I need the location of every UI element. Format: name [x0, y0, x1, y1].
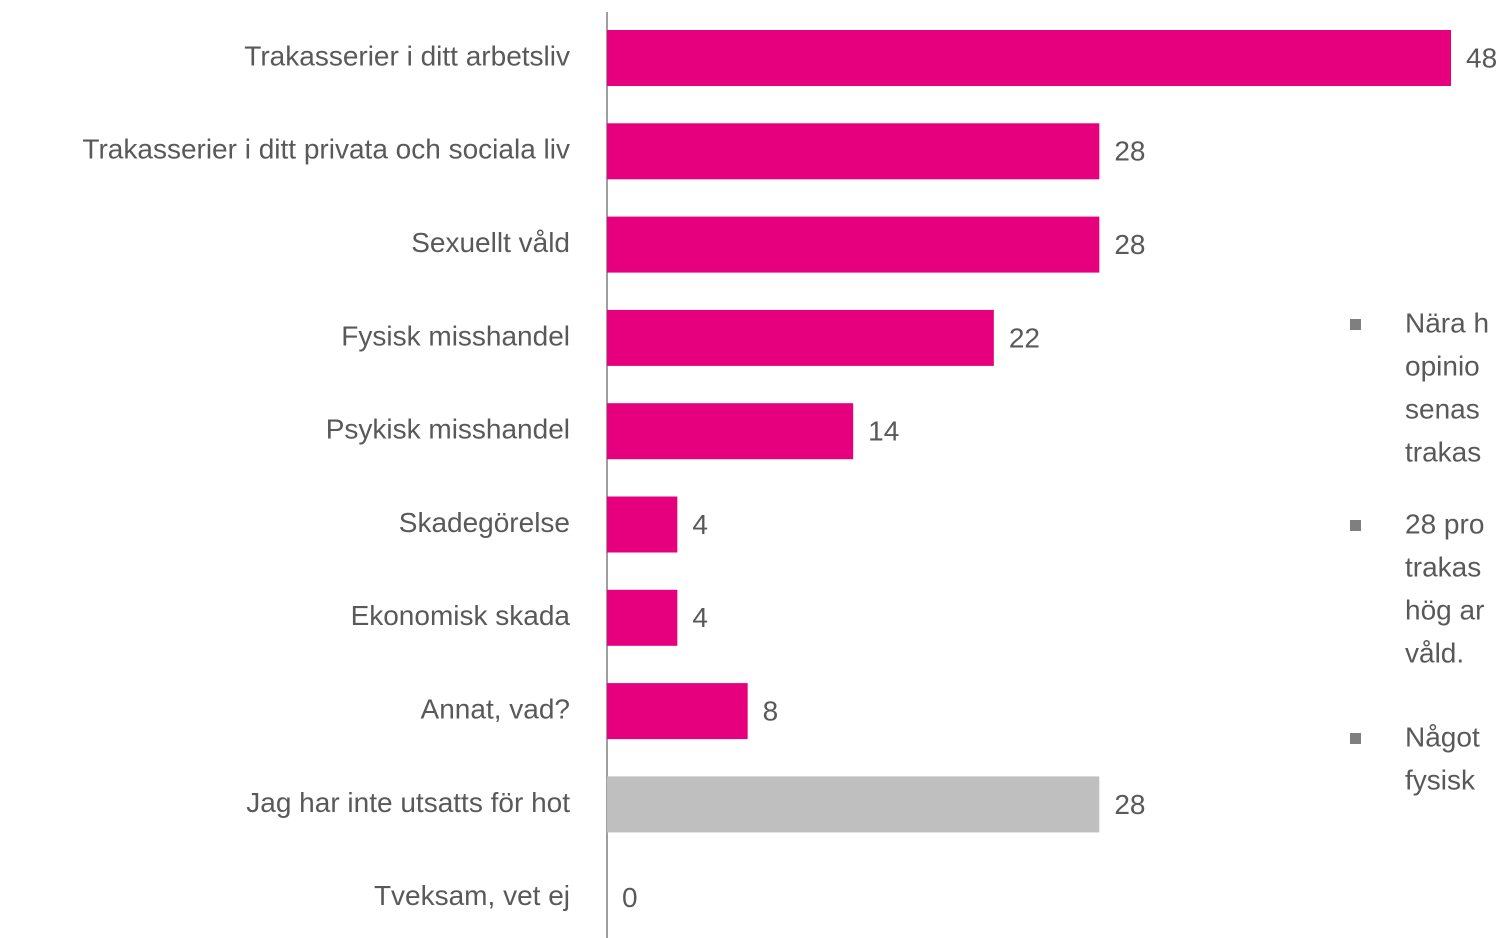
- value-label: 28: [1114, 229, 1145, 260]
- category-label: Tveksam, vet ej: [374, 880, 570, 911]
- annotation-line: Nära h: [1405, 307, 1489, 338]
- category-label: Sexuellt våld: [411, 227, 570, 258]
- value-label: 0: [622, 882, 638, 913]
- category-label: Skadegörelse: [399, 507, 570, 538]
- category-label: Fysisk misshandel: [341, 320, 570, 351]
- annotation-line: våld.: [1405, 637, 1464, 668]
- annotation-line: trakas: [1405, 551, 1481, 582]
- annotation-line: senas: [1405, 393, 1480, 424]
- annotation-line: 28 pro: [1405, 508, 1484, 539]
- bar: [607, 496, 678, 553]
- category-label: Ekonomisk skada: [351, 600, 571, 631]
- bullet: [1350, 733, 1361, 744]
- value-label: 28: [1114, 789, 1145, 820]
- annotation-line: trakas: [1405, 436, 1481, 467]
- value-label: 14: [868, 416, 899, 447]
- category-label: Annat, vad?: [421, 693, 570, 724]
- value-label: 28: [1114, 136, 1145, 167]
- annotation-line: Något: [1405, 721, 1480, 752]
- value-label: 48: [1466, 42, 1497, 73]
- category-label: Trakasserier i ditt privata och sociala …: [82, 134, 570, 165]
- bar: [607, 309, 994, 366]
- bar: [607, 403, 854, 460]
- value-label: 4: [692, 602, 708, 633]
- category-label: Psykisk misshandel: [326, 414, 570, 445]
- value-label: 8: [763, 695, 779, 726]
- value-label: 4: [692, 509, 708, 540]
- bullet: [1350, 319, 1361, 330]
- bar: [607, 30, 1451, 86]
- category-label: Trakasserier i ditt arbetsliv: [244, 40, 570, 71]
- bar: [607, 123, 1100, 180]
- annotation-line: fysisk: [1405, 764, 1476, 795]
- annotation-line: opinio: [1405, 350, 1480, 381]
- bar: [607, 589, 678, 646]
- bar: [607, 216, 1100, 273]
- bar: [607, 776, 1100, 833]
- bar: [607, 683, 748, 740]
- category-label: Jag har inte utsatts för hot: [246, 787, 570, 818]
- value-label: 22: [1009, 322, 1040, 353]
- bullet: [1350, 520, 1361, 531]
- annotation-line: hög ar: [1405, 594, 1484, 625]
